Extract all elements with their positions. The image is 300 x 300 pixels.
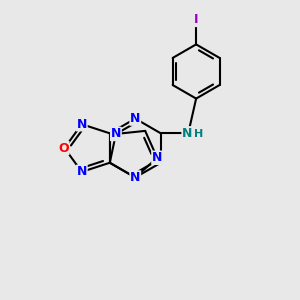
- Text: N: N: [76, 118, 87, 131]
- Text: H: H: [194, 129, 204, 139]
- Text: N: N: [130, 171, 140, 184]
- Text: I: I: [194, 14, 198, 26]
- Text: O: O: [58, 142, 69, 154]
- Text: N: N: [152, 151, 162, 164]
- Text: N: N: [111, 128, 121, 140]
- Text: N: N: [182, 127, 193, 140]
- Text: N: N: [130, 112, 140, 125]
- Text: N: N: [76, 165, 87, 178]
